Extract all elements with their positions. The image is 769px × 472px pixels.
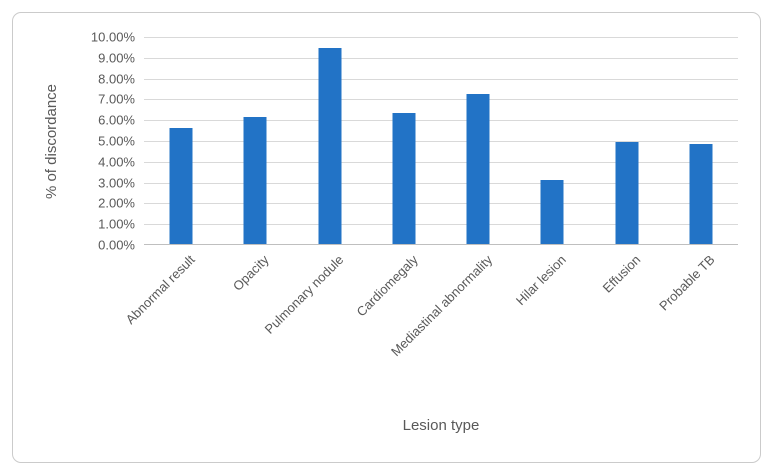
gridline [144,78,738,80]
y-axis-title: % of discordance [41,37,63,245]
gridline [144,161,738,163]
bar-slot [515,37,589,245]
y-tick-label: 2.00% [98,195,135,211]
x-category-label: Abnormal result [122,252,198,327]
x-category-label: Hilar lesion [512,252,569,309]
bar-effusion [615,142,639,244]
y-tick-label: 0.00% [98,237,135,253]
y-tick-label: 9.00% [98,50,135,66]
x-axis-title: Lesion type [402,417,480,434]
bar-slot [293,37,367,245]
y-tick-label: 6.00% [98,112,135,128]
bar-mediastinal-abnormality [466,94,490,244]
bar-slot [367,37,441,245]
bar-abnormal-result [169,127,193,244]
x-category-label: Pulmonary nodule [261,252,347,337]
bar-probable-tb [689,144,713,244]
y-tick-label: 10.00% [90,29,135,45]
gridline [144,141,738,142]
y-tick-label: 4.00% [98,154,135,170]
bar-cardiomegaly [392,112,416,244]
bar-hilar-lesion [540,179,564,244]
x-category-label: Cardiomegaly [353,252,421,320]
bar-slot [218,37,292,245]
x-category-label: Probable TB [655,252,718,314]
bar-slot [441,37,515,245]
y-tick-label: 7.00% [98,91,135,107]
x-category-label: Effusion [599,252,644,296]
gridline [144,57,738,59]
plot-area: 10.00% 9.00% 8.00% 7.00% 6.00% 5.00% 4.00% 3.00… [91,30,738,359]
gridline [144,37,738,38]
y-axis-title-text: % of discordance [43,83,61,199]
gridline [144,120,738,122]
gridline [144,224,738,226]
chart-frame: % of discordance 10.00% 9.00% 8.00% 7.00% 6.… [12,12,761,463]
y-tick-label: 3.00% [98,175,135,191]
bar-opacity [243,117,267,244]
x-category-label: Opacity [230,252,272,294]
bar-pulmonary-nodule [318,48,342,244]
y-tick-label: 5.00% [98,133,135,149]
bar-slot [144,37,218,245]
bar-slot [590,37,664,245]
gridline [144,203,738,205]
gridline [144,99,738,101]
y-tick-label: 8.00% [98,71,135,87]
gridline [144,182,738,184]
y-tick-label: 1.00% [98,216,135,232]
bar-slot [664,37,738,245]
x-axis-line [144,244,738,245]
